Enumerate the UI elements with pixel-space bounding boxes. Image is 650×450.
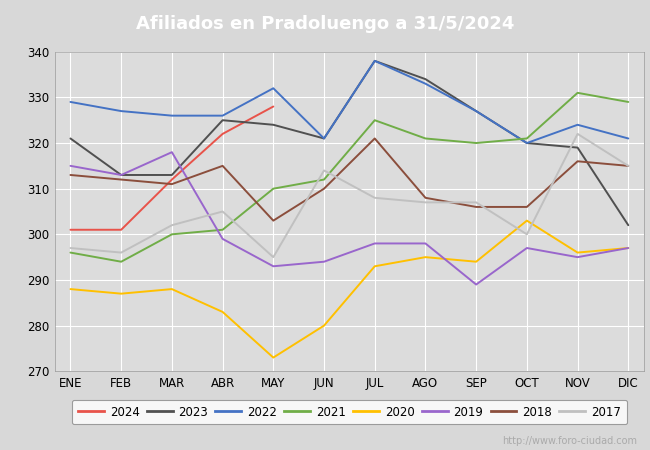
Legend: 2024, 2023, 2022, 2021, 2020, 2019, 2018, 2017: 2024, 2023, 2022, 2021, 2020, 2019, 2018… <box>72 400 627 424</box>
Text: Afiliados en Pradoluengo a 31/5/2024: Afiliados en Pradoluengo a 31/5/2024 <box>136 14 514 33</box>
Text: http://www.foro-ciudad.com: http://www.foro-ciudad.com <box>502 436 637 446</box>
